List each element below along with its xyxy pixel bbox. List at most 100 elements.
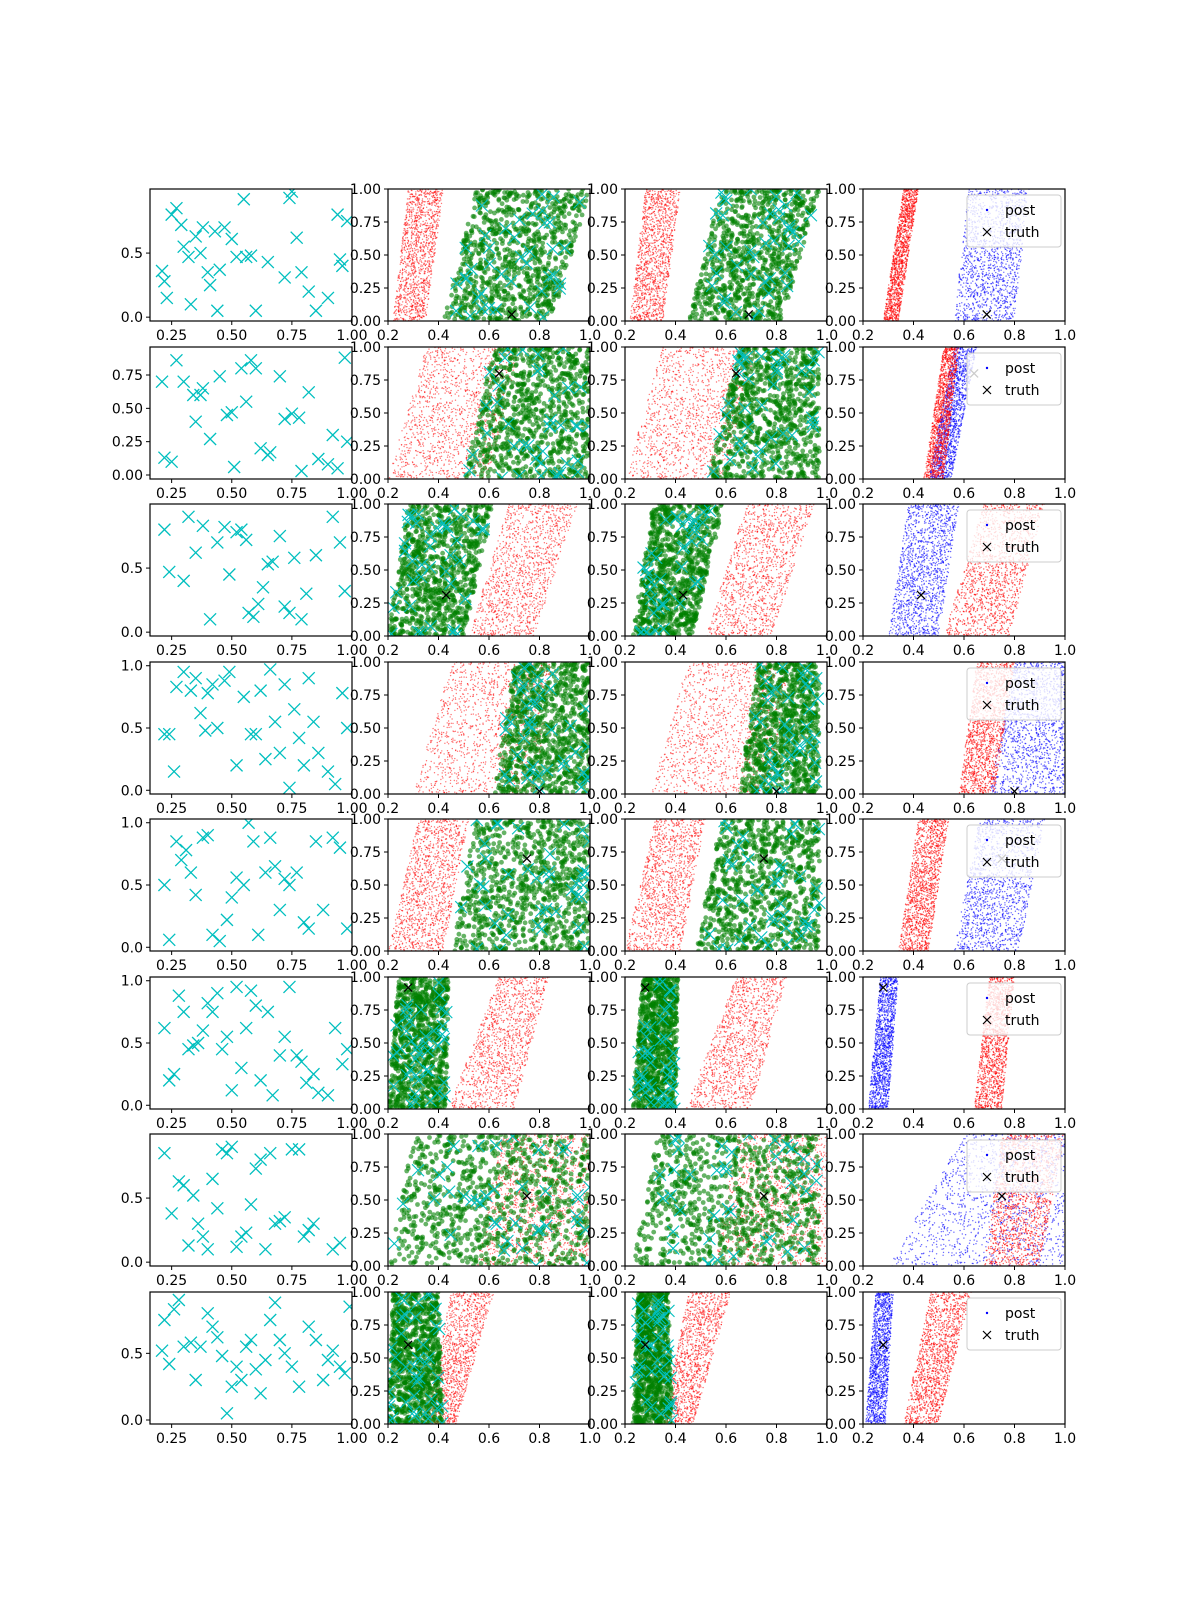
posterior-point	[640, 281, 642, 283]
posterior-point	[645, 270, 647, 272]
posterior-point	[652, 302, 654, 304]
posterior-point	[662, 243, 664, 246]
sample-point	[472, 239, 478, 245]
posterior-point	[419, 216, 421, 218]
posterior-point	[427, 251, 429, 253]
sample-point	[508, 264, 514, 270]
posterior-point	[439, 205, 441, 208]
posterior-point	[411, 215, 413, 217]
posterior-point	[632, 302, 634, 305]
posterior-point	[643, 297, 645, 299]
posterior-point	[413, 247, 416, 250]
sample-point	[527, 257, 532, 263]
posterior-point	[666, 200, 668, 202]
data-point-marker	[702, 239, 716, 253]
posterior-point	[655, 311, 657, 313]
sample-point	[776, 247, 782, 253]
data-point-marker	[729, 305, 743, 319]
posterior-point	[420, 209, 422, 211]
posterior-point	[657, 223, 659, 225]
sample-point	[733, 268, 739, 274]
sample-point	[494, 240, 500, 246]
posterior-point	[424, 255, 426, 258]
posterior-point	[422, 286, 424, 289]
posterior-point	[645, 254, 647, 256]
posterior-point	[654, 190, 656, 193]
posterior-point	[404, 309, 406, 311]
posterior-point	[414, 272, 416, 274]
posterior-point	[648, 318, 650, 320]
posterior-point	[436, 202, 438, 205]
sample-point	[556, 205, 562, 211]
sample-point	[748, 229, 753, 234]
posterior-point	[659, 265, 662, 268]
sample-point	[741, 245, 747, 251]
posterior-point	[663, 269, 665, 271]
sample-point	[709, 316, 715, 321]
posterior-point	[642, 284, 644, 287]
y-tick-label: 0.75	[350, 215, 381, 231]
posterior-point	[428, 192, 431, 194]
posterior-point	[960, 314, 962, 317]
posterior-point	[647, 207, 650, 210]
posterior-point	[650, 197, 652, 199]
posterior-point	[425, 311, 427, 313]
posterior-point	[677, 207, 679, 209]
posterior-point	[418, 199, 420, 202]
posterior-point	[970, 288, 972, 291]
posterior-point	[415, 221, 418, 223]
posterior-point	[395, 305, 397, 307]
sample-point	[533, 266, 538, 272]
posterior-point	[653, 242, 655, 244]
posterior-point	[668, 236, 671, 238]
sample-point	[704, 259, 710, 264]
posterior-point	[661, 214, 663, 217]
posterior-point	[432, 196, 434, 199]
posterior-point	[407, 204, 409, 206]
posterior-point	[666, 285, 668, 287]
posterior-point	[397, 302, 399, 305]
posterior-point	[654, 208, 657, 210]
posterior-point	[424, 231, 426, 233]
sample-point	[524, 199, 530, 204]
posterior-point	[643, 288, 646, 291]
posterior-point	[675, 209, 677, 211]
posterior-point	[395, 297, 398, 299]
sample-point	[747, 282, 753, 288]
data-point-marker	[752, 304, 766, 318]
sample-point	[738, 254, 744, 259]
posterior-point	[651, 237, 653, 239]
sample-point	[719, 268, 725, 274]
sample-point	[785, 295, 791, 300]
posterior-point	[430, 273, 432, 275]
posterior-point	[667, 241, 669, 243]
posterior-point	[407, 258, 409, 260]
posterior-point	[644, 316, 646, 318]
posterior-point	[636, 271, 638, 274]
sample-point	[557, 251, 563, 257]
sample-point	[568, 235, 573, 241]
posterior-point	[641, 233, 643, 236]
sample-point	[759, 224, 765, 230]
posterior-point	[648, 312, 651, 314]
sample-point	[760, 255, 765, 261]
sample-point	[468, 276, 474, 282]
posterior-point	[422, 263, 425, 265]
posterior-point	[975, 267, 977, 269]
posterior-point	[425, 313, 427, 316]
posterior-point	[409, 272, 411, 275]
posterior-point	[673, 197, 675, 199]
posterior-point	[646, 260, 649, 263]
posterior-point	[424, 211, 426, 214]
posterior-point	[403, 286, 406, 288]
posterior-point	[650, 290, 652, 293]
sample-point	[465, 221, 471, 227]
posterior-point	[431, 246, 433, 249]
posterior-point	[639, 266, 641, 268]
posterior-point	[429, 233, 431, 235]
posterior-point	[651, 267, 653, 269]
posterior-point	[979, 191, 981, 193]
data-point-marker	[278, 270, 292, 284]
posterior-point	[642, 315, 644, 317]
posterior-point	[413, 318, 415, 320]
